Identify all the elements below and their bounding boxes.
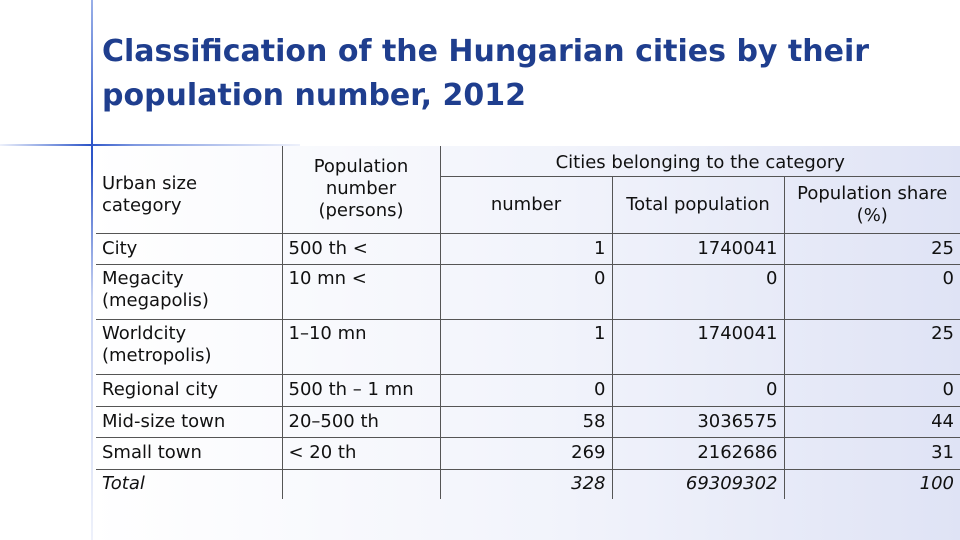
cell-category: Small town: [96, 437, 283, 470]
table-row: Regional city 500 th – 1 mn 0 0 0: [96, 374, 960, 407]
header-cities-group: Cities belonging to the category: [440, 146, 960, 177]
table-row: Worldcity (metropolis) 1–10 mn 1 1740041…: [96, 319, 960, 375]
slide-title: Classification of the Hungarian cities b…: [102, 34, 870, 113]
cell-category: City: [96, 233, 283, 265]
cell-number: 0: [440, 374, 613, 407]
cell-total-share: 100: [919, 473, 954, 495]
cell-population: < 20 th: [282, 437, 441, 470]
cell-number: 0: [440, 264, 613, 320]
cell-total-number: 328: [440, 469, 613, 499]
cell-total-population: [282, 469, 441, 499]
cell-category: Mid-size town: [96, 406, 283, 438]
cell-share: 31: [784, 437, 960, 470]
table-row-total: Total 328 69309302 100: [96, 469, 960, 499]
cell-category: Megacity (megapolis): [96, 264, 283, 320]
cell-total: 0: [612, 374, 785, 407]
cell-share: 25: [784, 233, 960, 265]
header-population-line: Population: [313, 156, 409, 178]
cell-total-label: Total: [96, 469, 283, 499]
table-row: City 500 th < 1 1740041 25: [96, 233, 960, 265]
cell-total: 1740041: [612, 233, 785, 265]
cell-total: 3036575: [612, 406, 785, 438]
cell-number: 1: [440, 233, 613, 265]
header-population-share: Population share (%): [784, 176, 960, 234]
left-margin: [0, 146, 91, 540]
table-row: Mid-size town 20–500 th 58 3036575 44: [96, 406, 960, 438]
cell-share: 44: [784, 406, 960, 438]
header-share-line: (%): [856, 204, 888, 226]
cell-number: 1: [440, 319, 613, 375]
cell-share: 25: [784, 319, 960, 375]
cell-category: Regional city: [96, 374, 283, 407]
cell-number: 269: [440, 437, 613, 470]
cell-total-sum: 69309302: [612, 469, 785, 499]
cell-category: Worldcity (metropolis): [96, 319, 283, 375]
vertical-accent-line: [91, 0, 93, 540]
cell-population: 10 mn <: [282, 264, 441, 320]
cell-share: 0: [784, 264, 960, 320]
header-total-population: Total population: [612, 176, 785, 234]
header-population-line: (persons): [318, 200, 404, 222]
cell-population: 500 th <: [282, 233, 441, 265]
header-urban-size-category: Urban size category: [96, 146, 283, 234]
cell-population: 20–500 th: [282, 406, 441, 438]
header-population-number: Population number (persons): [282, 146, 441, 234]
cell-number: 58: [440, 406, 613, 438]
table-row: Small town < 20 th 269 2162686 31: [96, 437, 960, 470]
header-population-line: number: [325, 178, 397, 200]
cell-total: 1740041: [612, 319, 785, 375]
cell-share: 0: [784, 374, 960, 407]
cell-population: 500 th – 1 mn: [282, 374, 441, 407]
cell-total: 2162686: [612, 437, 785, 470]
cell-population: 1–10 mn: [282, 319, 441, 375]
header-share-line: Population share: [797, 182, 948, 204]
header-number: number: [440, 176, 613, 234]
classification-table: Urban size category Population number (p…: [96, 146, 960, 499]
table-row: Megacity (megapolis) 10 mn < 0 0 0: [96, 264, 960, 320]
horizontal-accent-line: [0, 144, 300, 146]
cell-total: 0: [612, 264, 785, 320]
